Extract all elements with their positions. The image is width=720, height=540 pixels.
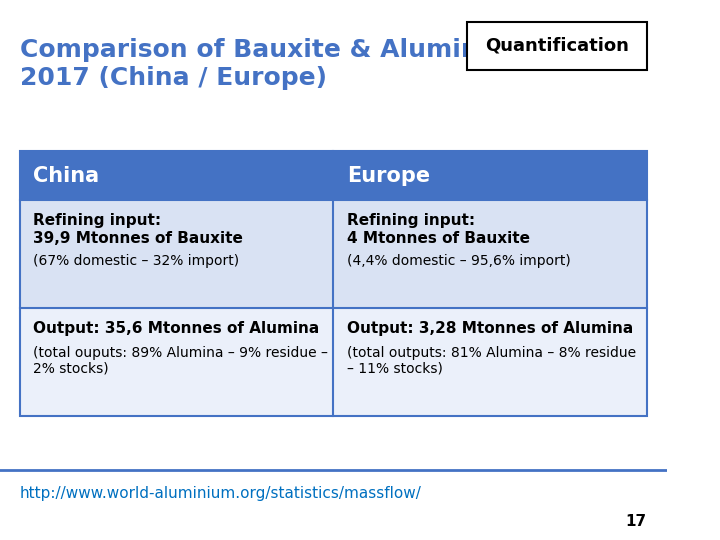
Text: http://www.world-aluminium.org/statistics/massflow/: http://www.world-aluminium.org/statistic… [20, 486, 422, 501]
FancyBboxPatch shape [467, 22, 647, 70]
Text: Refining input:
39,9 Mtonnes of Bauxite: Refining input: 39,9 Mtonnes of Bauxite [33, 213, 243, 246]
Text: Comparison of Bauxite & Alumina flows in
2017 (China / Europe): Comparison of Bauxite & Alumina flows in… [20, 38, 614, 90]
Text: (total outputs: 81% Alumina – 8% residue
– 11% stocks): (total outputs: 81% Alumina – 8% residue… [347, 346, 636, 376]
Text: Output: 35,6 Mtonnes of Alumina: Output: 35,6 Mtonnes of Alumina [33, 321, 320, 336]
Text: Output: 3,28 Mtonnes of Alumina: Output: 3,28 Mtonnes of Alumina [347, 321, 633, 336]
Text: (4,4% domestic – 95,6% import): (4,4% domestic – 95,6% import) [347, 254, 570, 268]
Text: Refining input:
4 Mtonnes of Bauxite: Refining input: 4 Mtonnes of Bauxite [347, 213, 530, 246]
FancyBboxPatch shape [20, 151, 647, 200]
Text: (67% domestic – 32% import): (67% domestic – 32% import) [33, 254, 240, 268]
FancyBboxPatch shape [20, 200, 647, 308]
Text: 17: 17 [626, 514, 647, 529]
Text: (total ouputs: 89% Alumina – 9% residue –
2% stocks): (total ouputs: 89% Alumina – 9% residue … [33, 346, 328, 376]
Text: Quantification: Quantification [485, 37, 629, 55]
Text: China: China [33, 165, 99, 186]
FancyBboxPatch shape [20, 308, 647, 416]
Text: Europe: Europe [347, 165, 430, 186]
